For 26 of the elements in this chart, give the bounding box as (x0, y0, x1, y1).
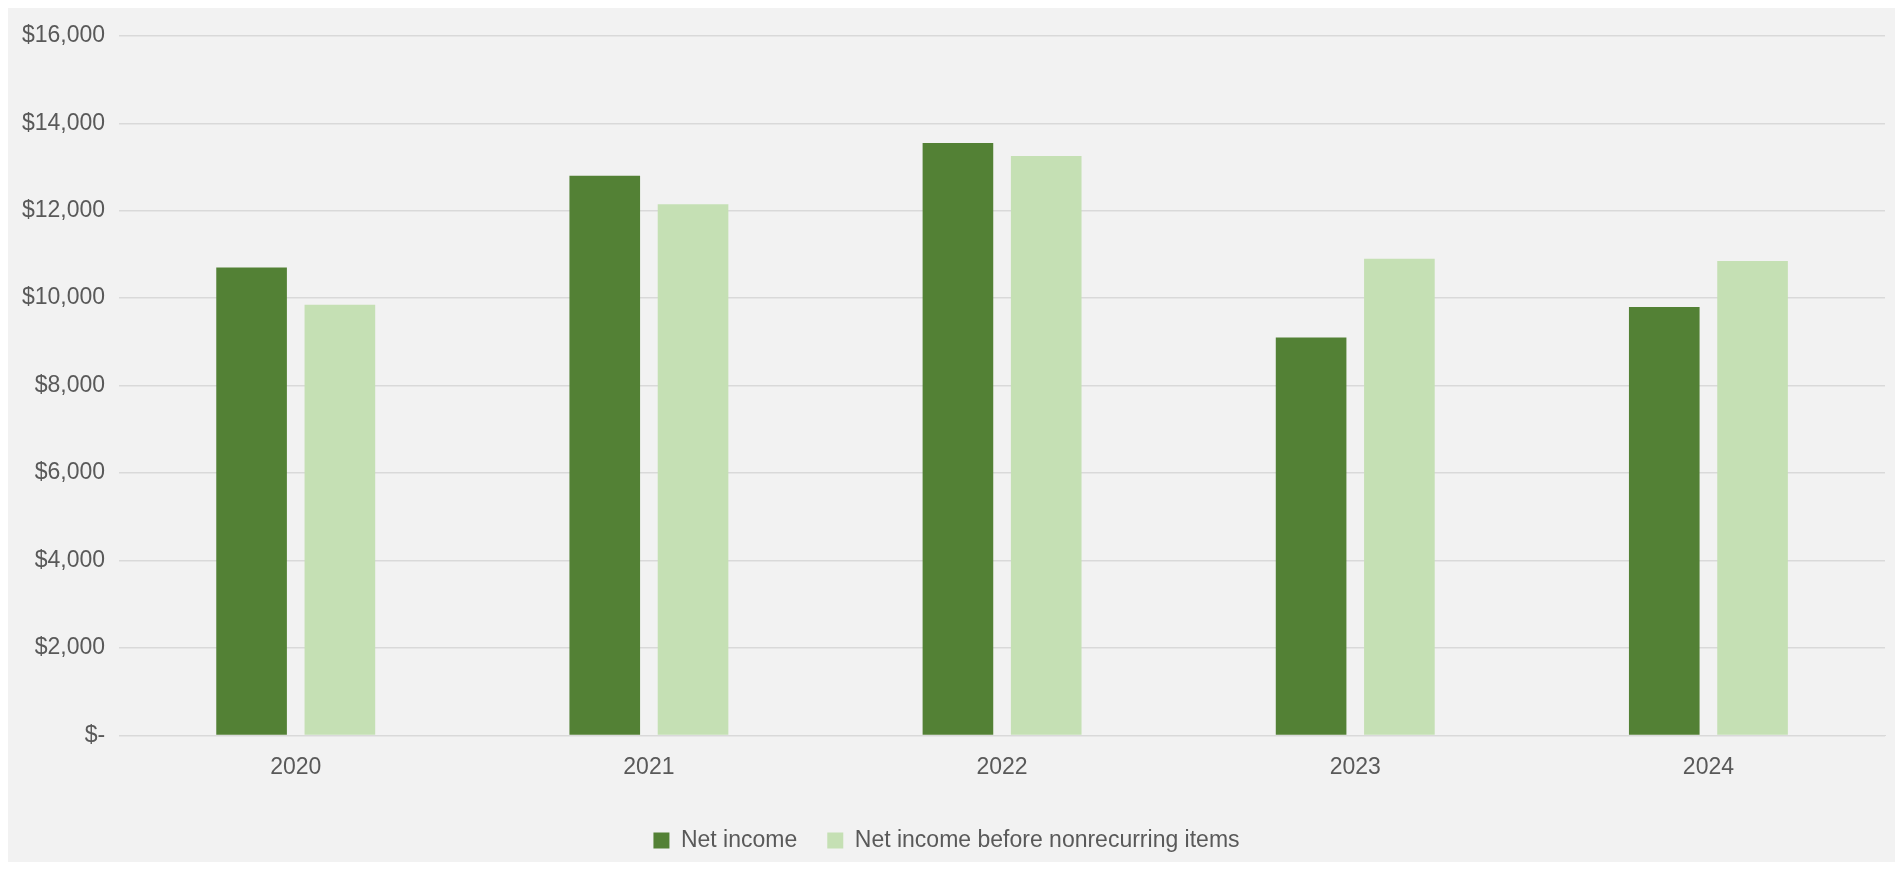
bar (1275, 337, 1347, 735)
bar (1010, 156, 1082, 735)
y-tick-label: $2,000 (34, 633, 106, 660)
bar (1628, 306, 1700, 735)
y-tick-label: $14,000 (22, 108, 106, 135)
legend-label: Net income before nonrecurring items (854, 825, 1240, 852)
x-tick-label: 2022 (976, 752, 1028, 779)
bar (1717, 260, 1788, 735)
y-tick-label: $10,000 (22, 283, 106, 310)
bar (657, 204, 729, 735)
legend-label: Net income (680, 825, 798, 852)
y-tick-label: $16,000 (22, 21, 106, 48)
bar (569, 175, 641, 735)
bar (216, 267, 287, 735)
y-tick-label: $- (84, 720, 106, 747)
x-tick-label: 2021 (623, 752, 675, 779)
y-tick-label: $6,000 (34, 458, 106, 485)
x-tick-label: 2024 (1682, 752, 1735, 779)
x-tick-label: 2023 (1329, 752, 1381, 779)
y-tick-label: $12,000 (22, 196, 106, 223)
bar (922, 142, 994, 735)
x-tick-label: 2020 (270, 752, 322, 779)
y-tick-label: $8,000 (34, 370, 106, 397)
bar (304, 304, 376, 735)
y-tick-label: $4,000 (34, 545, 106, 572)
bar (1364, 258, 1435, 735)
